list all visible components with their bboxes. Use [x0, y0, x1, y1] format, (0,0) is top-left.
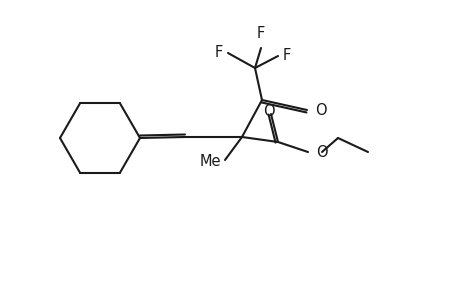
Text: Me: Me	[199, 154, 220, 169]
Text: F: F	[214, 44, 223, 59]
Text: F: F	[282, 47, 291, 62]
Text: O: O	[263, 104, 274, 119]
Text: O: O	[315, 145, 327, 160]
Text: O: O	[314, 103, 326, 118]
Text: F: F	[256, 26, 264, 41]
